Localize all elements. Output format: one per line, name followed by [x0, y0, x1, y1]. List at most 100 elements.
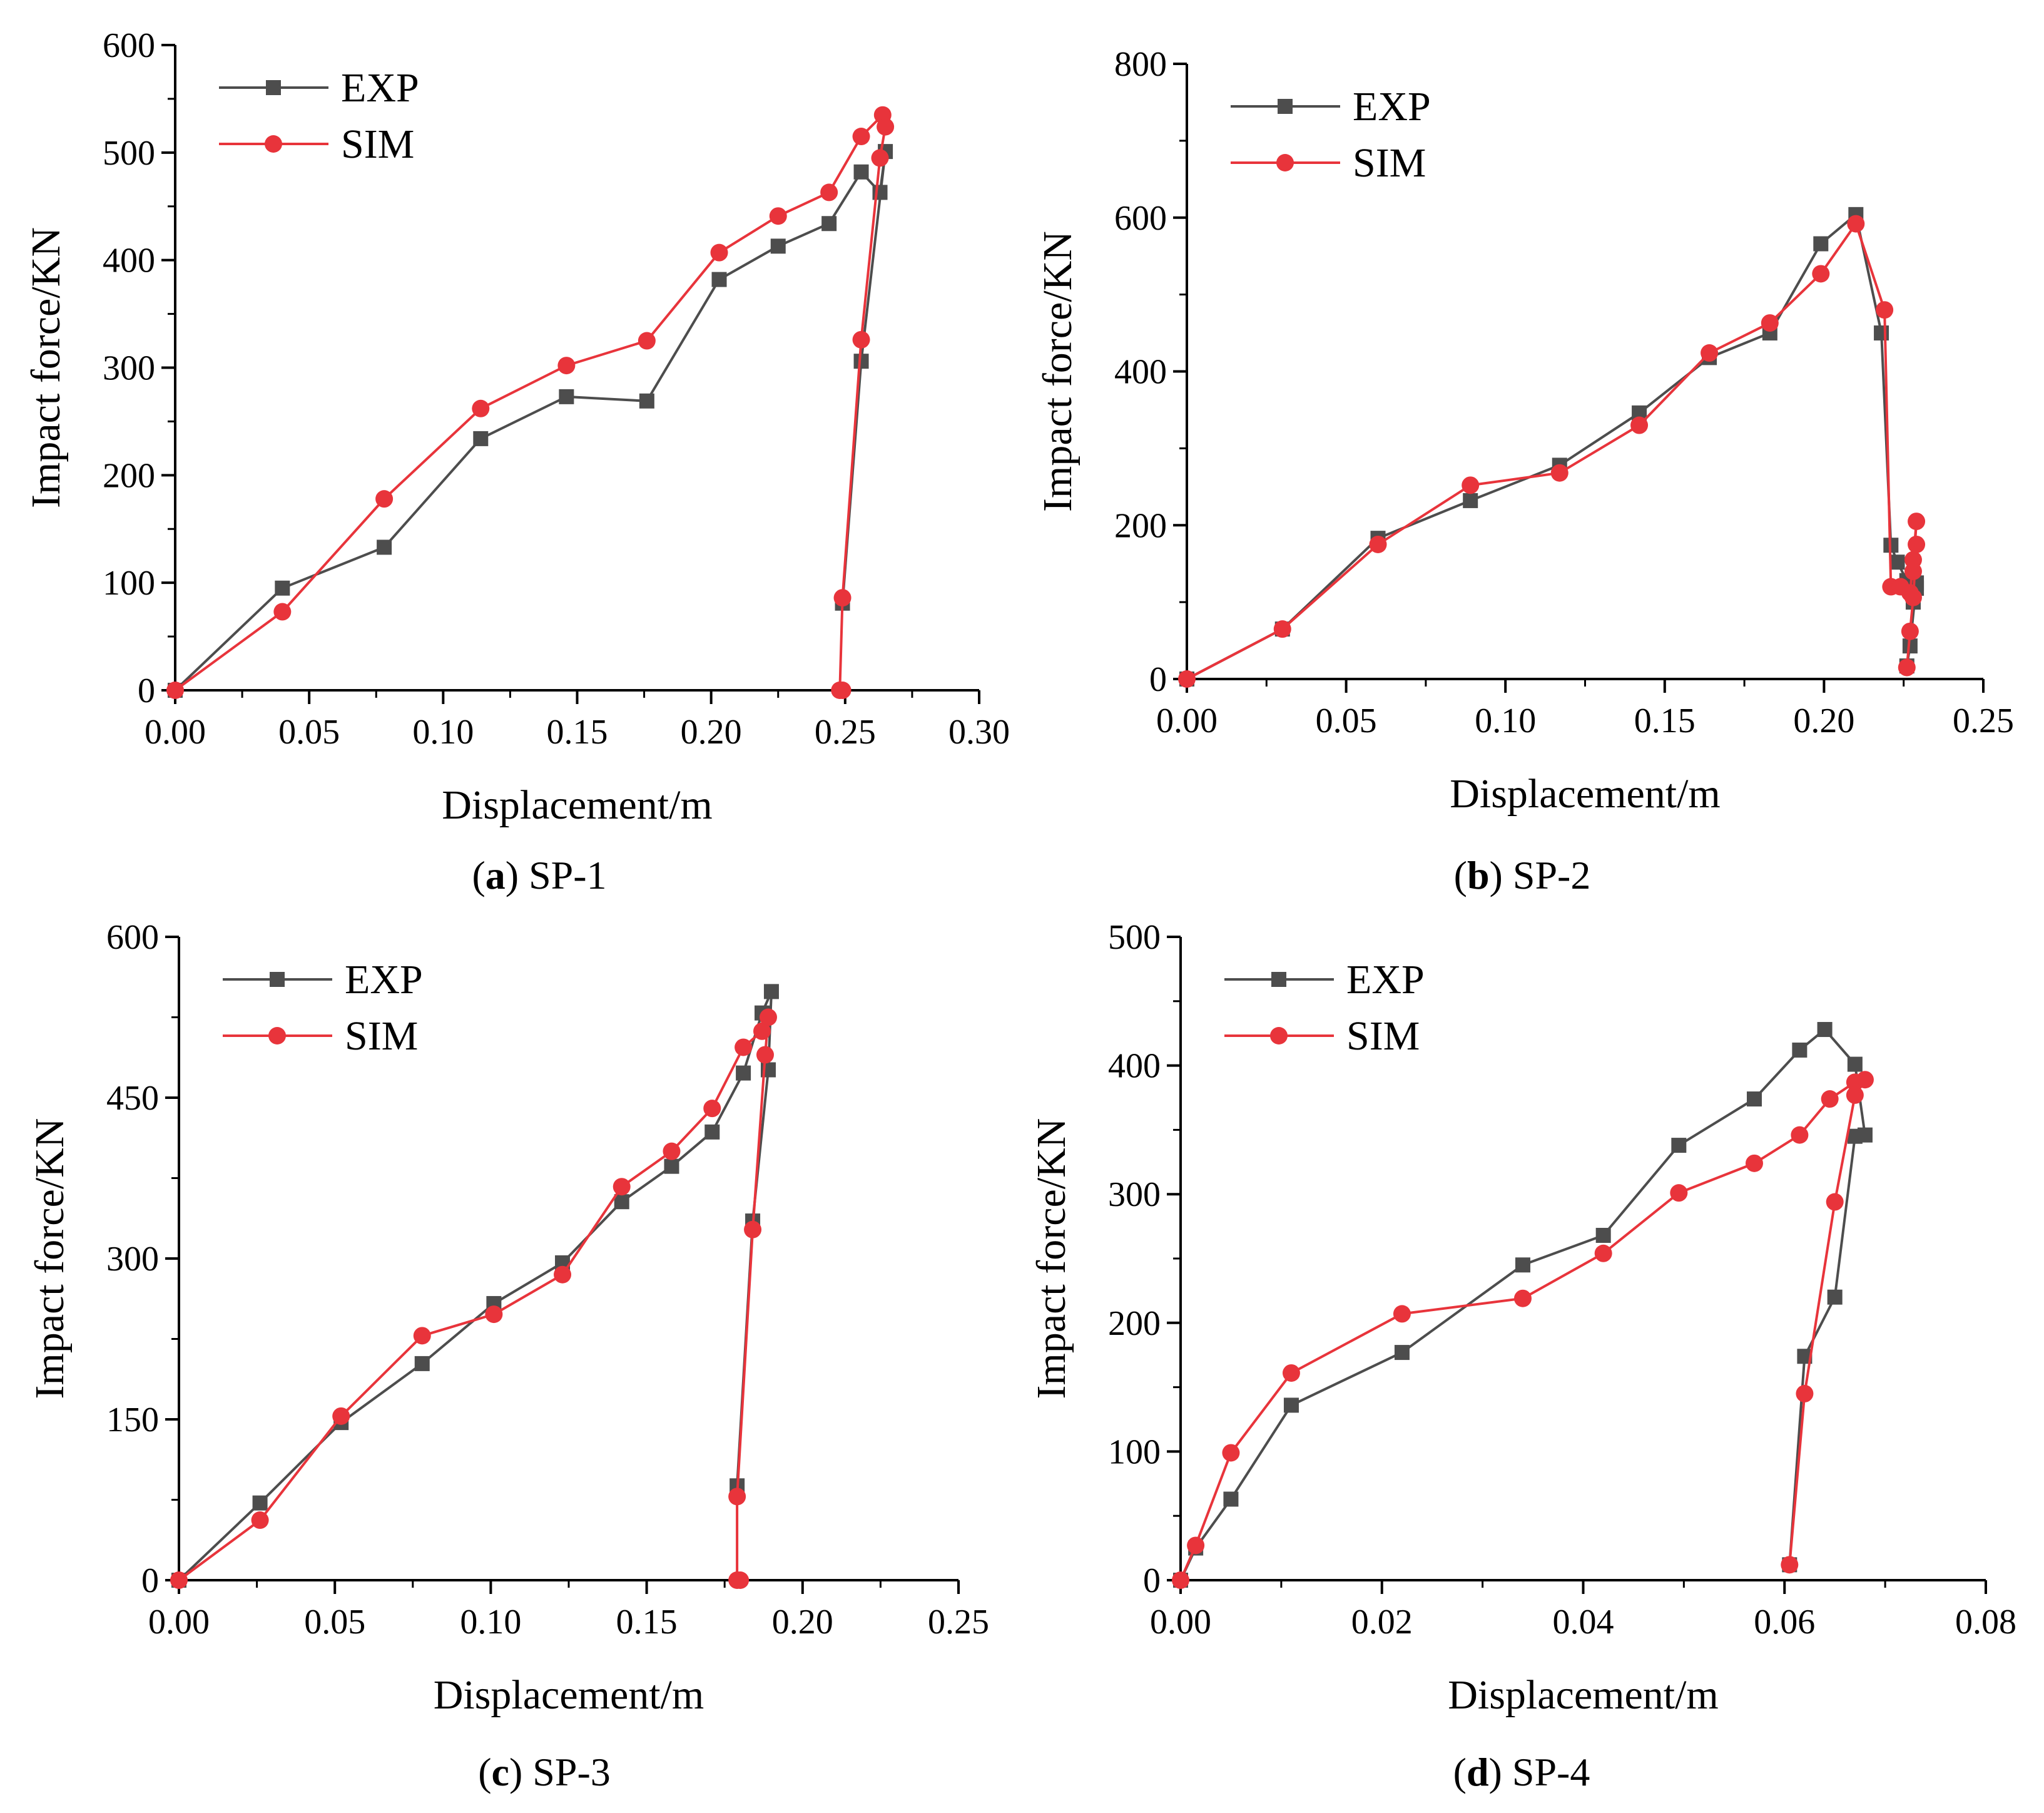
data-point-sim — [1791, 1126, 1809, 1144]
data-point-sim — [728, 1488, 746, 1506]
chart-panel-d: 0.00 0.02 0.04 0.06 0.08 0 100 200 300 400 500 Disp… — [1029, 918, 2016, 1794]
data-point-sim — [1904, 562, 1922, 580]
data-point-exp — [377, 539, 392, 555]
data-point-sim — [1898, 658, 1916, 677]
caption-name: SP-4 — [1512, 1750, 1590, 1794]
legend-marker-sim — [268, 1027, 286, 1044]
data-point-sim — [413, 1327, 431, 1345]
caption-paren-open: ( — [1453, 1750, 1467, 1794]
legend: EXP SIM — [219, 65, 419, 167]
data-point-exp — [1817, 1022, 1833, 1038]
y-tick-label: 450 — [106, 1079, 159, 1118]
legend-label-exp: EXP — [341, 65, 419, 111]
legend-label-exp: EXP — [1346, 957, 1425, 1003]
y-tick-label: 500 — [103, 134, 155, 173]
data-point-exp — [1874, 325, 1889, 341]
legend-marker-sim — [265, 135, 282, 153]
data-point-sim — [332, 1407, 350, 1425]
data-point-sim — [833, 589, 852, 607]
series-sim — [1172, 1071, 1874, 1589]
data-point-sim — [1781, 1556, 1799, 1574]
x-tick-label: 0.00 — [148, 1603, 210, 1642]
y-tick-label: 500 — [1108, 918, 1161, 957]
data-point-exp — [414, 1356, 430, 1371]
data-point-sim — [485, 1305, 503, 1324]
data-point-exp — [1813, 236, 1829, 252]
data-point-sim — [1550, 464, 1569, 482]
y-tick-label: 600 — [103, 26, 155, 65]
data-point-sim — [1846, 1086, 1864, 1104]
caption-letter: c — [492, 1750, 509, 1794]
y-axis-title: Impact force/KN — [27, 1118, 73, 1399]
series-exp — [171, 984, 779, 1588]
legend: EXP SIM — [1231, 84, 1431, 186]
x-tick-label: 0.25 — [815, 713, 876, 752]
data-point-exp — [1847, 1056, 1863, 1072]
data-point-sim — [1908, 513, 1926, 531]
data-point-exp — [1847, 1128, 1863, 1144]
data-point-sim — [1369, 535, 1387, 553]
x-tick-label: 0.06 — [1754, 1603, 1815, 1642]
data-point-sim — [1901, 622, 1919, 640]
data-point-sim — [1821, 1090, 1839, 1108]
data-point-sim — [1847, 215, 1865, 233]
data-point-sim — [1904, 588, 1922, 606]
data-point-exp — [821, 216, 837, 232]
data-point-sim — [1796, 1384, 1814, 1402]
y-tick-label: 100 — [103, 564, 155, 603]
data-point-sim — [557, 357, 576, 375]
legend: EXP SIM — [223, 957, 423, 1059]
legend: EXP SIM — [1224, 957, 1425, 1059]
y-axis-title: Impact force/KN — [1029, 1118, 1074, 1399]
data-point-exp — [664, 1158, 679, 1174]
data-point-sim — [1701, 344, 1719, 362]
data-point-sim — [1273, 620, 1291, 638]
x-tick-label: 0.04 — [1553, 1603, 1614, 1642]
y-tick-label: 300 — [103, 349, 155, 388]
legend-marker-sim — [1270, 1027, 1288, 1044]
y-tick-label: 400 — [103, 242, 155, 280]
data-point-sim — [852, 128, 870, 146]
y-tick-label: 400 — [1108, 1047, 1161, 1086]
x-tick-label: 0.20 — [1793, 702, 1854, 740]
data-point-exp — [275, 580, 290, 596]
data-point-sim — [1178, 670, 1196, 688]
data-point-sim — [638, 332, 656, 350]
data-point-sim — [877, 118, 895, 136]
legend-marker-exp — [270, 972, 285, 987]
x-tick-label: 0.08 — [1955, 1603, 2016, 1642]
legend-label-sim: SIM — [1353, 140, 1426, 186]
y-tick-label: 150 — [106, 1401, 159, 1439]
data-point-sim — [703, 1100, 721, 1118]
data-point-sim — [273, 603, 292, 621]
y-tick-label: 0 — [1143, 1561, 1161, 1600]
data-point-sim — [554, 1265, 572, 1284]
x-axis-title: Displacement/m — [442, 782, 713, 828]
y-axis-title: Impact force/KN — [23, 227, 69, 508]
data-point-exp — [763, 984, 779, 999]
x-tick-label: 0.25 — [1953, 702, 2014, 740]
data-point-sim — [1187, 1536, 1205, 1555]
data-point-sim — [735, 1038, 753, 1056]
caption-paren-close: ) — [506, 853, 529, 897]
data-point-sim — [731, 1571, 750, 1589]
data-point-exp — [1595, 1227, 1611, 1243]
x-tick-label: 0.25 — [928, 1603, 989, 1642]
x-axis-title: Displacement/m — [1450, 771, 1721, 817]
data-point-sim — [871, 149, 889, 167]
legend-label-sim: SIM — [1346, 1013, 1420, 1059]
x-tick-label: 0.00 — [1150, 1603, 1211, 1642]
data-point-sim — [166, 682, 184, 699]
data-point-sim — [1594, 1244, 1612, 1262]
legend-marker-sim — [1276, 154, 1294, 171]
y-tick-label: 600 — [106, 918, 159, 957]
x-tick-label: 0.05 — [278, 713, 340, 752]
series-exp — [1179, 207, 1925, 687]
data-point-exp — [770, 238, 786, 254]
y-axis-title: Impact force/KN — [1035, 231, 1080, 512]
y-tick-label: 0 — [141, 1561, 159, 1600]
y-tick-label: 100 — [1108, 1433, 1161, 1471]
data-point-sim — [753, 1022, 771, 1040]
x-tick-label: 0.30 — [948, 713, 1010, 752]
y-tick-label: 400 — [1114, 353, 1167, 392]
